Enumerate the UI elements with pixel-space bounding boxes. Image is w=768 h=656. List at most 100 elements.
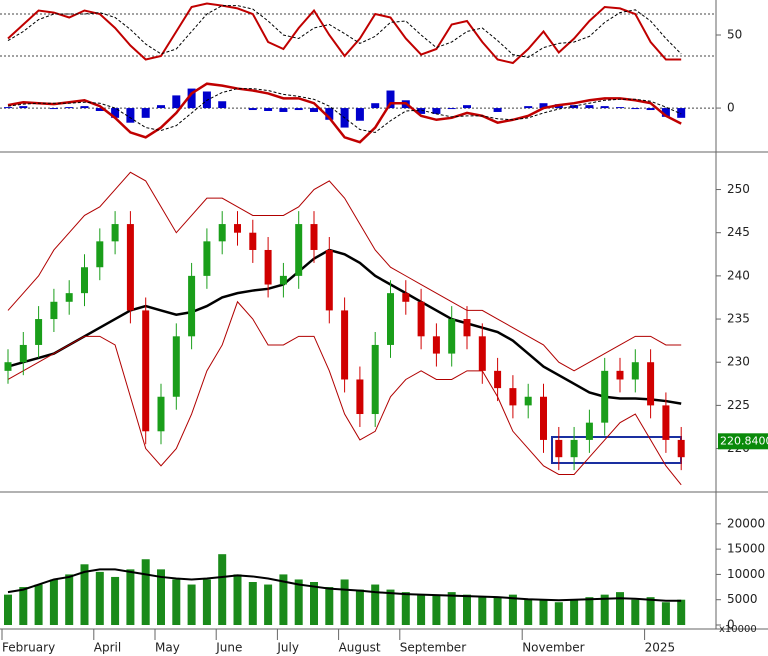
volume-bar xyxy=(478,597,487,625)
candle-body xyxy=(157,396,165,432)
histogram-bar xyxy=(65,107,74,109)
candle-body xyxy=(662,405,670,440)
volume-bar xyxy=(661,602,670,625)
price-tag-label: 220.8400 xyxy=(720,434,768,447)
histogram-bar xyxy=(111,108,120,118)
volume-bar xyxy=(616,592,624,625)
histogram-bar xyxy=(355,108,364,121)
volume-bar xyxy=(631,599,640,625)
y-tick-label: 240 xyxy=(727,268,750,282)
candle-body xyxy=(509,388,517,406)
histogram-bar xyxy=(126,108,135,123)
candle-body xyxy=(264,249,272,285)
volume-bar xyxy=(4,594,12,625)
unit-label: x10000 xyxy=(719,624,757,635)
candle-body xyxy=(417,301,425,337)
candle-body xyxy=(310,224,318,250)
histogram-bar xyxy=(417,108,426,114)
volume-bar xyxy=(371,584,380,625)
candle-body xyxy=(463,319,471,337)
candle-body xyxy=(478,336,486,371)
histogram-bar xyxy=(616,107,624,109)
y-tick-label: 15000 xyxy=(727,542,765,556)
candle-body xyxy=(65,293,73,302)
volume-bar xyxy=(126,569,135,625)
x-tick-label: May xyxy=(155,641,180,655)
y-tick-label: 225 xyxy=(727,398,750,412)
volume-bar xyxy=(554,602,563,625)
candle-body xyxy=(126,224,134,311)
histogram-bar xyxy=(19,106,28,109)
price-tag xyxy=(718,433,768,450)
volume-bar xyxy=(417,594,426,625)
candle-body xyxy=(387,293,394,345)
candle-body xyxy=(218,224,226,242)
histogram-bar xyxy=(585,105,594,109)
histogram-bar xyxy=(432,108,441,114)
y-tick-label: 230 xyxy=(727,355,750,369)
volume-bar xyxy=(95,571,104,625)
volume-bar xyxy=(218,554,227,625)
candle-body xyxy=(96,241,104,268)
candle-body xyxy=(4,362,12,371)
candle-body xyxy=(172,336,180,397)
candle-body xyxy=(677,439,685,458)
histogram-bar xyxy=(95,108,104,111)
candle-body xyxy=(142,310,150,432)
volume-bar xyxy=(80,564,89,625)
volume-bar xyxy=(49,579,58,625)
y-tick-label: 0 xyxy=(727,101,735,115)
histogram-bar xyxy=(447,108,456,110)
candle-body xyxy=(494,370,502,389)
volume-bar xyxy=(447,592,456,625)
histogram-bar xyxy=(49,108,58,110)
x-tick-label: February xyxy=(2,641,55,655)
volume-bar xyxy=(386,589,395,625)
indicator-line xyxy=(7,568,682,602)
histogram-bar xyxy=(646,108,655,111)
candle-body xyxy=(432,336,440,354)
x-tick-label: September xyxy=(400,641,466,655)
histogram-bar xyxy=(4,107,12,109)
volume-bar xyxy=(34,584,43,625)
histogram-bar xyxy=(325,108,334,120)
x-tick-label: June xyxy=(215,641,242,655)
candle-body xyxy=(35,319,43,345)
candle-body xyxy=(585,422,593,440)
candle-body xyxy=(188,275,196,337)
histogram-bar xyxy=(187,88,196,109)
candle-body xyxy=(570,439,578,458)
volume-bar xyxy=(340,579,349,625)
volume-bar xyxy=(585,597,594,625)
histogram-bar xyxy=(141,108,150,118)
candle-body xyxy=(249,232,257,250)
volume-bar xyxy=(463,594,471,625)
candle-body xyxy=(601,370,609,423)
indicator-line xyxy=(7,88,682,133)
indicator-line xyxy=(7,2,682,65)
candle-body xyxy=(279,275,287,285)
volume-bar xyxy=(141,559,150,625)
indicator-line xyxy=(7,248,682,405)
histogram-bar xyxy=(493,108,502,112)
volume-bar xyxy=(677,599,686,625)
y-tick-label: 250 xyxy=(727,182,750,196)
candle-body xyxy=(524,396,532,406)
histogram-bar xyxy=(172,95,181,109)
x-tick-label: November xyxy=(522,641,584,655)
volume-bar xyxy=(508,594,517,625)
histogram-bar xyxy=(600,106,609,109)
indicator-line xyxy=(7,82,682,144)
candle-body xyxy=(647,362,655,406)
volume-bar xyxy=(325,587,334,625)
volume-bar xyxy=(432,594,441,625)
histogram-bar xyxy=(539,103,548,109)
volume-bar xyxy=(493,597,502,625)
histogram-bar xyxy=(631,108,640,110)
y-tick-label: 20000 xyxy=(727,516,765,530)
indicator-line xyxy=(7,300,682,486)
y-tick-label: 0 xyxy=(727,618,735,632)
candle-body xyxy=(402,293,410,302)
volume-bar xyxy=(248,582,257,625)
